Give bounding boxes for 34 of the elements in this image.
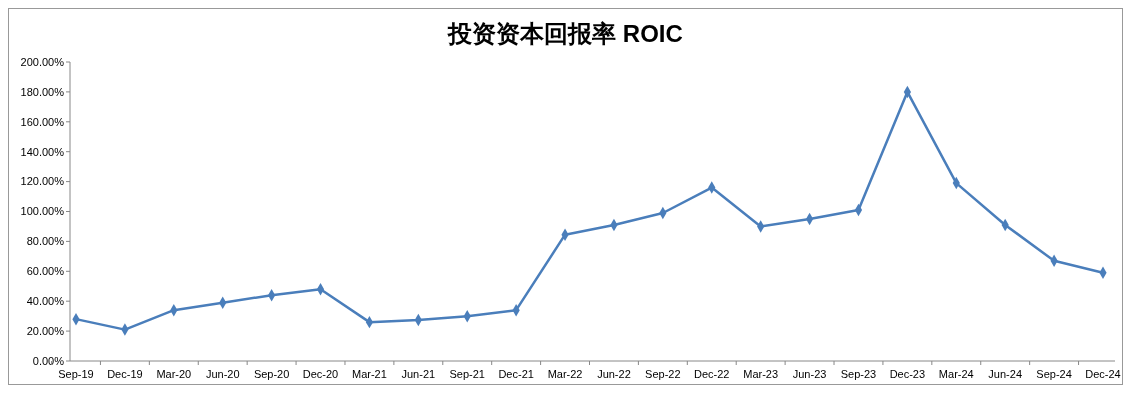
y-tick-label: 60.00% (26, 265, 65, 278)
x-tick-label: Dec-19 (107, 368, 143, 380)
x-tick-label: Sep-24 (1036, 368, 1072, 380)
y-tick-label: 20.00% (26, 324, 65, 337)
x-tick-label: Sep-20 (253, 368, 290, 380)
y-tick-label: 100.00% (20, 205, 65, 218)
x-tick-label: Mar-22 (547, 368, 583, 380)
x-tick-label: Jun-23 (792, 368, 827, 380)
y-tick-label: 80.00% (26, 235, 65, 248)
y-tick-label: 0.00% (32, 354, 65, 367)
x-tick-label: Mar-21 (352, 368, 387, 380)
chart-title: 投资资本回报率 ROIC (447, 20, 683, 47)
x-tick-label: Sep-22 (645, 368, 681, 380)
y-tick-label: 40.00% (26, 295, 65, 308)
x-tick-label: Jun-20 (205, 368, 240, 380)
x-tick-label: Jun-22 (597, 368, 631, 380)
x-tick-label: Jun-24 (988, 368, 1023, 380)
x-tick-label: Sep-21 (449, 368, 485, 380)
x-tick-label: Sep-23 (840, 368, 877, 380)
y-tick-label: 140.00% (20, 145, 65, 158)
x-tick-label: Mar-20 (156, 368, 192, 380)
x-tick-label: Mar-23 (743, 368, 779, 380)
y-tick-label: 160.00% (20, 115, 65, 128)
x-tick-label: Sep-19 (58, 368, 94, 380)
x-tick-label: Dec-20 (302, 368, 339, 380)
y-tick-label: 200.00% (20, 55, 65, 68)
x-tick-label: Dec-24 (1085, 368, 1121, 380)
x-tick-label: Dec-21 (498, 368, 534, 380)
x-tick-label: Dec-23 (889, 368, 926, 380)
x-tick-label: Dec-22 (694, 368, 730, 380)
x-tick-label: Mar-24 (938, 368, 974, 380)
x-tick-label: Jun-21 (401, 368, 436, 380)
y-tick-label: 120.00% (20, 175, 65, 188)
y-tick-label: 180.00% (20, 85, 65, 98)
